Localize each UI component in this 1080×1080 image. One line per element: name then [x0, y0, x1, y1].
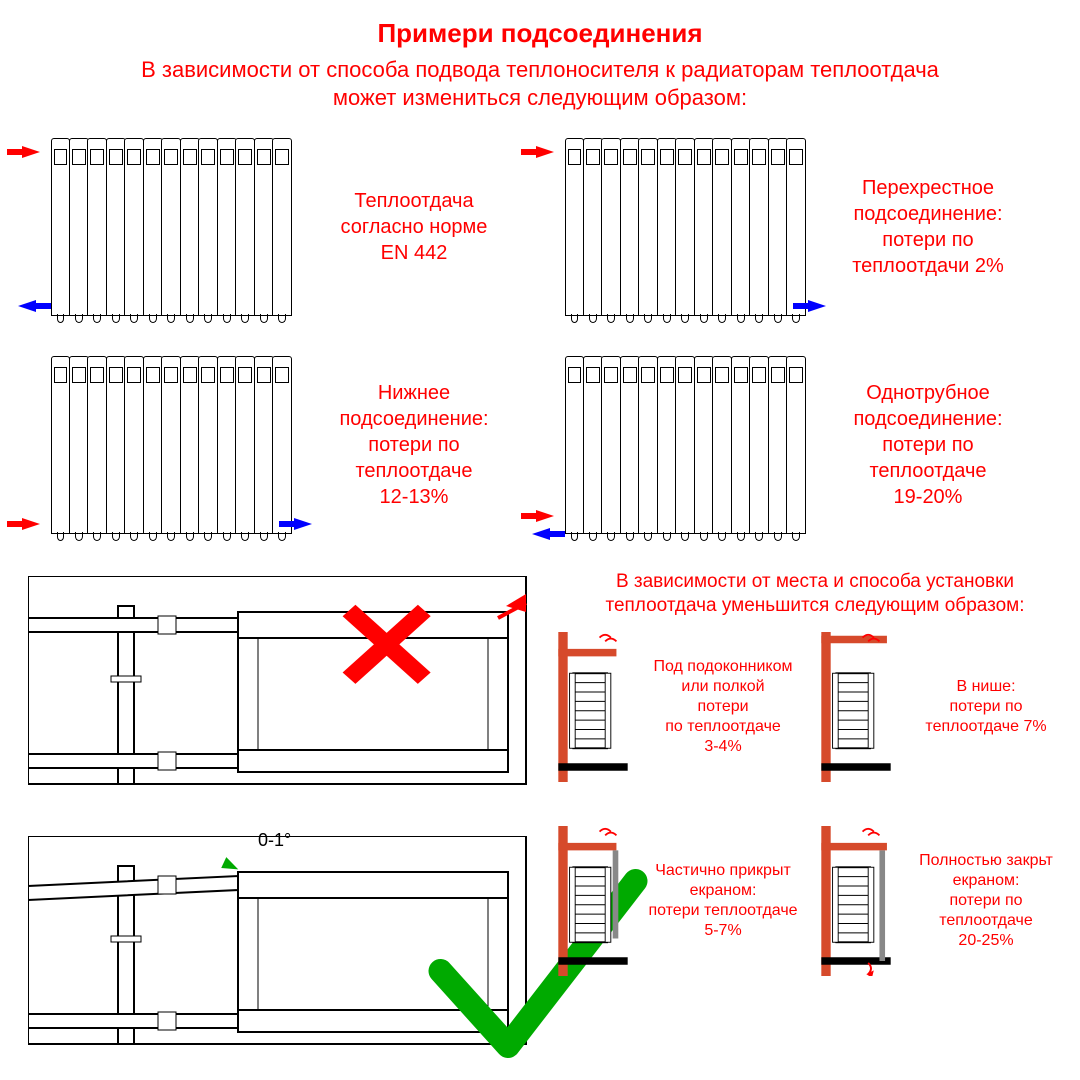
cross-icon: ✕ [328, 574, 445, 721]
connection-diagram-2: Перехрестноеподсоединение:потери потепло… [556, 132, 1028, 322]
placement-figure [556, 826, 630, 976]
hot-arrow-icon [536, 510, 554, 522]
placement-diagram: Полностью закрьтекраном:потери по теплоо… [819, 826, 1072, 976]
cold-arrow-icon [532, 528, 550, 540]
connection-label: Теплоотдачасогласно нормеEN 442 [314, 188, 514, 266]
placement-diagram: Частично прикрытекраном:потери теплоотда… [556, 826, 809, 976]
page-subtitle: В зависимости от способа подвода теплоно… [0, 56, 1080, 111]
install-diagram-correct: 0-1° [28, 836, 528, 1046]
placement-grid: Под подоконникомили полкойпотерипо тепло… [556, 632, 1072, 976]
placement-figure [556, 632, 630, 782]
connection-label: Перехрестноеподсоединение:потери потепло… [828, 175, 1028, 279]
placement-label: Полностью закрьтекраном:потери по теплоо… [901, 851, 1071, 951]
placement-label: Под подоконникомили полкойпотерипо тепло… [638, 657, 808, 757]
placement-figure [819, 632, 893, 782]
placement-diagram: В нише:потери потеплоотдаче 7% [819, 632, 1072, 782]
cold-arrow-icon [808, 300, 826, 312]
placement-label: В нише:потери потеплоотдаче 7% [901, 677, 1071, 737]
install-subtitle: В зависимости от места и способа установ… [560, 570, 1070, 618]
connection-label: Однотрубноеподсоединение:потери потеплоо… [828, 380, 1028, 510]
placement-figure [819, 826, 893, 976]
placement-label: Частично прикрытекраном:потери теплоотда… [638, 861, 808, 941]
connection-diagram-3: Нижнееподсоединение:потери потеплоотдаче… [42, 350, 514, 540]
connection-diagram-4: Однотрубноеподсоединение:потери потеплоо… [556, 350, 1028, 540]
placement-diagram: Под подоконникомили полкойпотерипо тепло… [556, 632, 809, 782]
cold-arrow-icon [294, 518, 312, 530]
hot-arrow-icon [22, 518, 40, 530]
hot-arrow-icon [536, 146, 554, 158]
cold-arrow-icon [18, 300, 36, 312]
install-diagram-wrong: ✕ [28, 576, 528, 786]
connection-diagram-1: Теплоотдачасогласно нормеEN 442 [42, 132, 514, 322]
angle-label: 0-1° [258, 830, 291, 851]
hot-arrow-icon [22, 146, 40, 158]
connection-label: Нижнееподсоединение:потери потеплоотдаче… [314, 380, 514, 510]
page-title: Примери подсоединения [0, 18, 1080, 49]
